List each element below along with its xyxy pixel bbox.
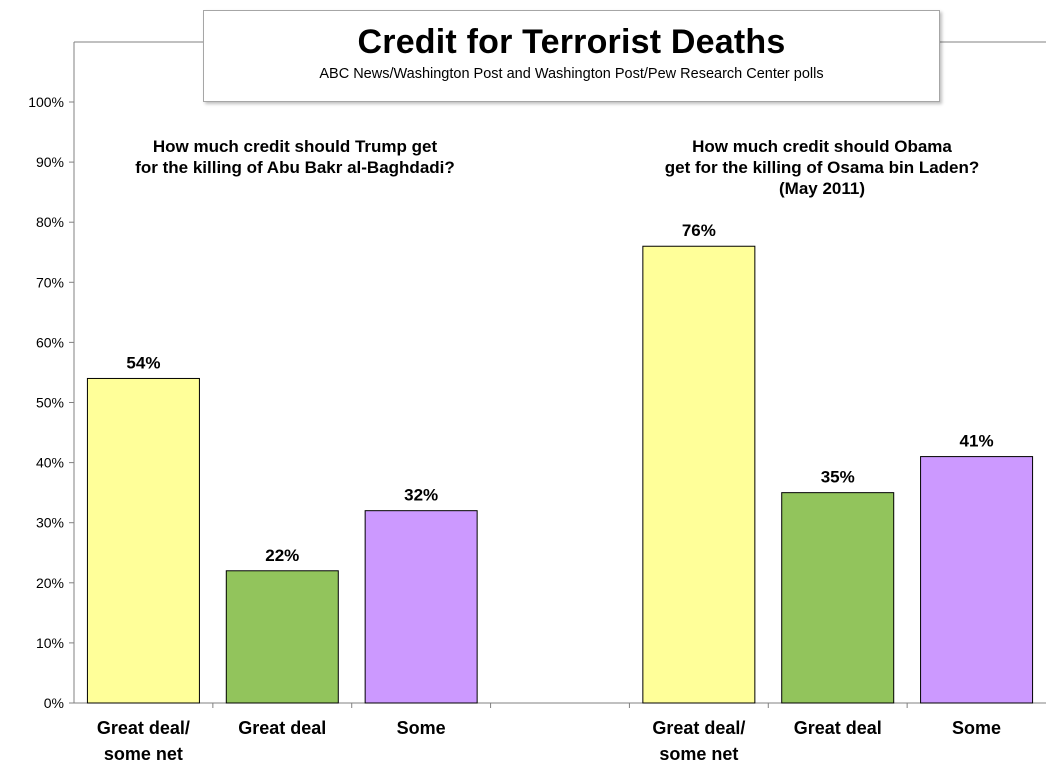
y-tick-label: 20% xyxy=(36,575,64,591)
bar xyxy=(225,570,339,704)
left-question-line: How much credit should Trump get xyxy=(152,137,438,156)
data-label: 32% xyxy=(404,486,438,505)
y-tick-label: 40% xyxy=(36,455,64,471)
y-tick-label: 90% xyxy=(36,154,64,170)
bar xyxy=(86,377,200,704)
bar xyxy=(781,492,895,704)
left-question-line: for the killing of Abu Bakr al-Baghdadi? xyxy=(135,158,455,177)
right-question-line: (May 2011) xyxy=(779,179,865,198)
data-label: 54% xyxy=(126,353,160,372)
x-tick-label: Great deal xyxy=(238,718,326,738)
right-question-line: get for the killing of Osama bin Laden? xyxy=(664,158,980,177)
chart-title-box: Credit for Terrorist Deaths ABC News/Was… xyxy=(203,10,940,102)
chart-title: Credit for Terrorist Deaths xyxy=(357,23,786,61)
x-tick-label: some net xyxy=(659,744,738,764)
x-tick-label: Great deal/ xyxy=(652,718,745,738)
bar xyxy=(364,510,478,704)
right-panel-question: How much credit should Obama get for the… xyxy=(596,136,1048,199)
y-tick-label: 60% xyxy=(36,334,64,350)
y-tick-label: 0% xyxy=(44,695,64,711)
data-label: 76% xyxy=(682,221,716,240)
y-tick-label: 80% xyxy=(36,214,64,230)
data-label: 22% xyxy=(265,546,299,565)
bar xyxy=(920,456,1034,704)
data-label: 35% xyxy=(821,468,855,487)
bar xyxy=(642,245,756,704)
y-tick-label: 100% xyxy=(28,94,64,110)
x-tick-label: Great deal xyxy=(794,718,882,738)
chart-subtitle: ABC News/Washington Post and Washington … xyxy=(319,66,824,82)
data-label: 41% xyxy=(960,432,994,451)
right-question-line: How much credit should Obama xyxy=(692,137,952,156)
x-tick-label: some net xyxy=(104,744,183,764)
y-tick-label: 30% xyxy=(36,515,64,531)
x-tick-label: Some xyxy=(397,718,446,738)
y-tick-label: 10% xyxy=(36,635,64,651)
x-tick-label: Some xyxy=(952,718,1001,738)
y-tick-label: 50% xyxy=(36,395,64,411)
y-tick-label: 70% xyxy=(36,274,64,290)
left-panel-question: How much credit should Trump get for the… xyxy=(120,136,470,178)
x-tick-label: Great deal/ xyxy=(97,718,190,738)
